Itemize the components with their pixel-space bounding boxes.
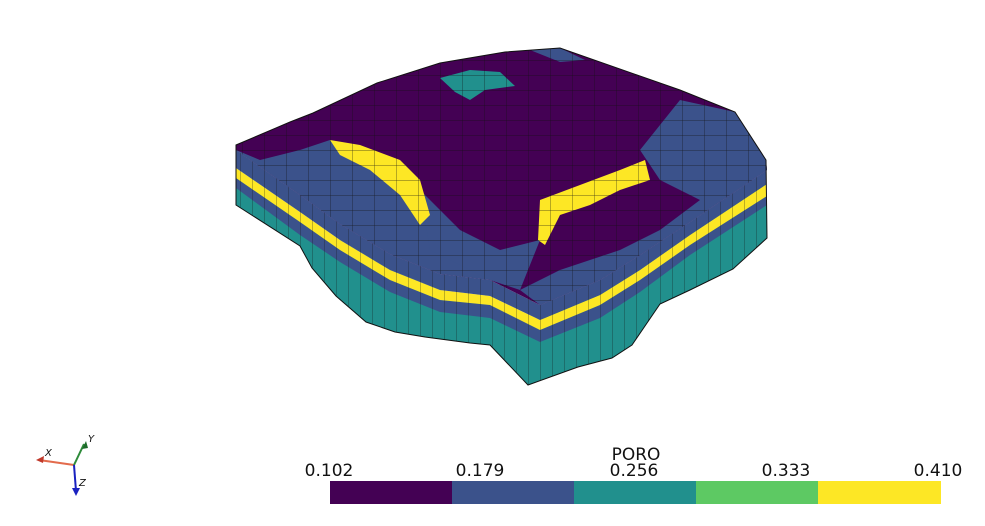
color-swatch	[330, 481, 452, 504]
color-swatch	[818, 481, 941, 504]
reservoir-grid-model[interactable]	[230, 47, 775, 390]
tick-label-2: 0.256	[610, 461, 659, 481]
z-axis-arrow	[73, 464, 77, 492]
y-axis-arrow	[73, 443, 85, 466]
color-swatch	[574, 481, 696, 504]
tick-label-3: 0.333	[762, 461, 811, 481]
z-axis-label: Z	[78, 478, 87, 489]
tick-label-1: 0.179	[456, 461, 505, 481]
scalar-bar-title: PORO	[612, 445, 661, 465]
z-axis-arrowhead	[72, 488, 80, 496]
y-axis-arrowhead	[82, 441, 88, 449]
tick-label-4: 0.410	[914, 461, 963, 481]
x-axis-arrowhead	[36, 456, 44, 463]
scalar-bar: PORO 0.102 0.179 0.256 0.333 0.410	[305, 445, 963, 504]
x-axis-arrow	[38, 459, 75, 466]
orientation-axes-widget: X Y Z	[36, 434, 95, 496]
color-swatch	[696, 481, 818, 504]
color-swatch	[452, 481, 574, 504]
x-axis-label: X	[44, 448, 53, 459]
y-axis-label: Y	[88, 434, 95, 445]
tick-label-0: 0.102	[305, 461, 354, 481]
